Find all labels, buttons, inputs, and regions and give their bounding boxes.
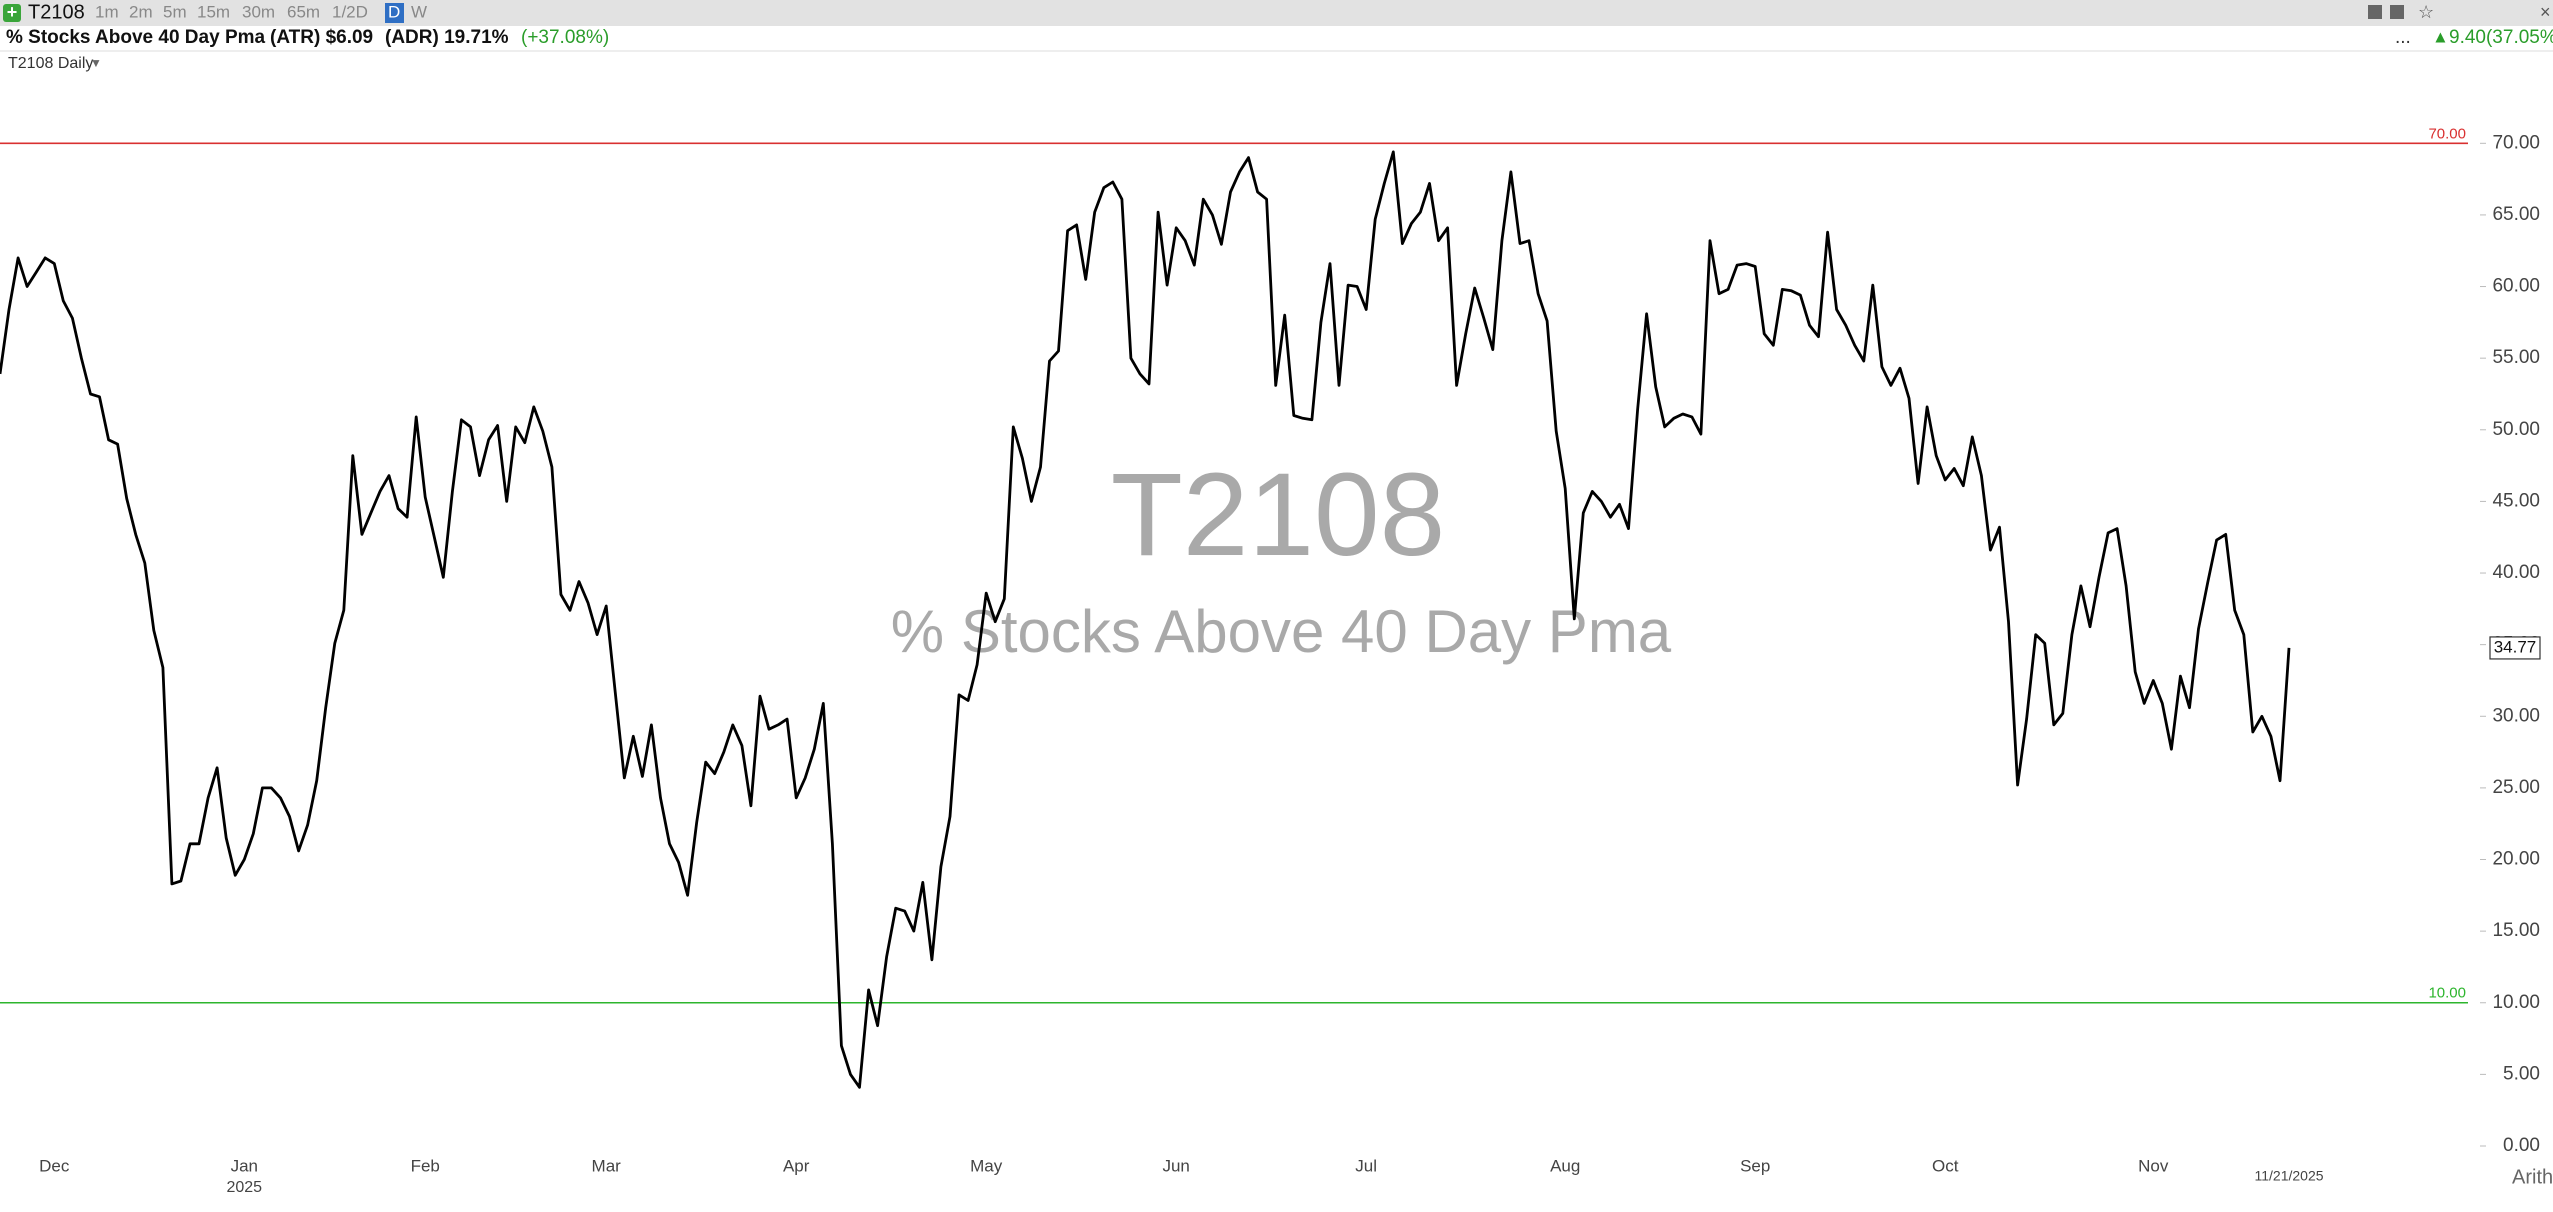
reference-label: 70.00 bbox=[2428, 125, 2466, 142]
x-tick-label: Jan bbox=[231, 1156, 258, 1175]
toolbar-icons: ☆ × bbox=[2368, 2, 2551, 22]
last-change: 9.40(37.05%) bbox=[2449, 27, 2553, 48]
close-icon[interactable]: × bbox=[2540, 2, 2551, 22]
x-tick-label: Aug bbox=[1550, 1156, 1580, 1175]
y-tick-label: 20.00 bbox=[2492, 849, 2540, 870]
interval-button[interactable]: 2m bbox=[129, 2, 153, 21]
indicator-name: % Stocks Above 40 Day Pma bbox=[6, 27, 266, 48]
y-tick-label: 50.00 bbox=[2492, 419, 2540, 440]
star-icon[interactable]: ☆ bbox=[2418, 2, 2434, 22]
dropdown-arrow[interactable]: ▼ bbox=[90, 56, 102, 70]
y-tick-label: 0.00 bbox=[2503, 1135, 2540, 1156]
x-tick-label: Oct bbox=[1932, 1156, 1959, 1175]
y-tick-label: 25.00 bbox=[2492, 777, 2540, 798]
y-tick-label: 30.00 bbox=[2492, 705, 2540, 726]
symbol[interactable]: T2108 bbox=[28, 1, 85, 23]
y-tick-label: 40.00 bbox=[2492, 562, 2540, 583]
y-tick-label: 15.00 bbox=[2492, 920, 2540, 941]
interval-button[interactable]: W bbox=[411, 2, 427, 21]
interval-button[interactable]: 1m bbox=[95, 2, 119, 21]
x-tick-label: Feb bbox=[411, 1156, 440, 1175]
x-tick-label: Sep bbox=[1740, 1156, 1770, 1175]
interval-button[interactable]: 5m bbox=[163, 2, 187, 21]
year-label: 2025 bbox=[226, 1179, 262, 1196]
change-pct: (+37.08%) bbox=[521, 27, 609, 48]
add-button[interactable] bbox=[3, 4, 21, 22]
x-tick-label: Nov bbox=[2138, 1156, 2169, 1175]
adr: (ADR) 19.71% bbox=[385, 27, 509, 48]
interval-active bbox=[385, 3, 404, 23]
x-tick-label: Apr bbox=[783, 1156, 810, 1175]
x-tick-label: Mar bbox=[592, 1156, 622, 1175]
icon[interactable] bbox=[2368, 5, 2382, 19]
y-tick-label: 60.00 bbox=[2492, 276, 2540, 297]
y-tick-label: 45.00 bbox=[2492, 490, 2540, 511]
y-tick-label: 70.00 bbox=[2492, 132, 2540, 153]
y-tick-label: 55.00 bbox=[2492, 347, 2540, 368]
x-tick-label: Dec bbox=[39, 1156, 70, 1175]
y-tick-label: 5.00 bbox=[2503, 1063, 2540, 1084]
x-tick-label: May bbox=[970, 1156, 1003, 1175]
toolbar bbox=[0, 0, 2553, 26]
interval-button[interactable]: 30m bbox=[242, 2, 275, 21]
y-tick-label: 10.00 bbox=[2492, 992, 2540, 1013]
x-tick-label: Jun bbox=[1162, 1156, 1189, 1175]
watermark-title: T2108 bbox=[1111, 449, 1446, 581]
panel-label[interactable]: T2108 Daily bbox=[8, 55, 93, 72]
interval-button[interactable]: 1/2D bbox=[332, 2, 368, 21]
atr: (ATR) $6.09 bbox=[270, 27, 373, 48]
data-line bbox=[0, 150, 2291, 1089]
x-tick-label: Jul bbox=[1355, 1156, 1377, 1175]
up-arrow: ▲ bbox=[2432, 27, 2449, 46]
watermark-subtitle: % Stocks Above 40 Day Pma bbox=[891, 598, 1672, 665]
more[interactable]: ... bbox=[2395, 27, 2411, 48]
add-icon: + bbox=[7, 2, 18, 22]
reference-label: 10.00 bbox=[2428, 985, 2466, 1002]
last-date: 11/21/2025 bbox=[2254, 1168, 2323, 1184]
last-value-label: 34.77 bbox=[2494, 637, 2537, 656]
interval-button[interactable]: D bbox=[388, 2, 400, 21]
icon[interactable] bbox=[2390, 5, 2404, 19]
scale-mode[interactable]: Arith bbox=[2512, 1166, 2553, 1188]
last-value-box bbox=[2489, 636, 2541, 660]
interval-button[interactable]: 65m bbox=[287, 2, 320, 21]
interval-button[interactable]: 15m bbox=[197, 2, 230, 21]
y-tick-label: 65.00 bbox=[2492, 204, 2540, 225]
